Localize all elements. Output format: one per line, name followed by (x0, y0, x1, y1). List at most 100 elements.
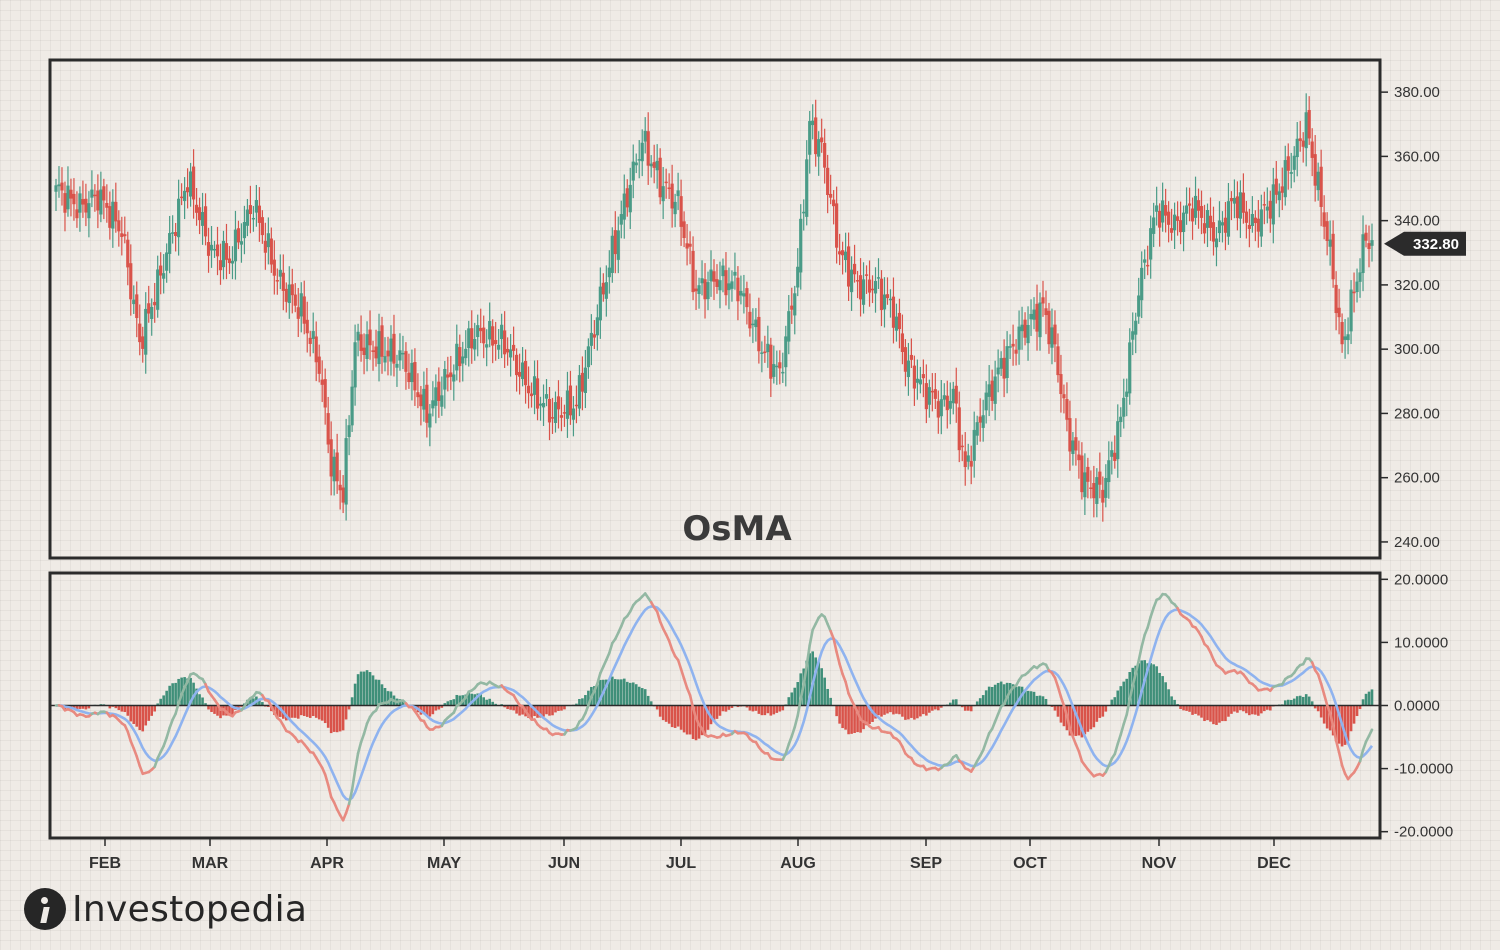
candle (535, 360, 540, 421)
candle-body (1334, 284, 1338, 314)
candle-body (679, 196, 683, 227)
candle-body (1149, 228, 1153, 260)
last-price-tag: 332.80 (1384, 231, 1466, 256)
candle-body (1253, 217, 1257, 224)
macd-line-segment (1068, 727, 1075, 739)
candle (126, 231, 130, 286)
osma-histogram-bar (1346, 705, 1350, 742)
osma-histogram-bar (1322, 705, 1326, 724)
candle (1056, 333, 1060, 383)
osma-histogram-bar (1254, 705, 1257, 715)
candle (999, 351, 1003, 376)
macd-line-segment (153, 756, 159, 769)
candle (476, 314, 480, 357)
candle (661, 167, 665, 220)
candle (921, 359, 925, 398)
candle-body (1217, 220, 1222, 234)
candle (141, 326, 145, 363)
osma-histogram-bar (1197, 705, 1200, 716)
month-label: SEP (910, 855, 942, 872)
candle (969, 445, 973, 485)
macd-line-segment (1316, 673, 1323, 686)
candle-body (66, 185, 70, 210)
candle-body (921, 374, 925, 379)
candle (311, 312, 315, 354)
candle (963, 432, 967, 486)
candle (1340, 313, 1344, 353)
candle (748, 293, 752, 337)
osma-histogram-bar (425, 705, 429, 717)
osma-histogram-bar (790, 692, 794, 706)
candle (138, 304, 142, 356)
osma-histogram-bar (715, 705, 719, 719)
candle-body (1181, 212, 1186, 233)
candle (84, 183, 88, 227)
candle (703, 263, 707, 319)
osma-histogram-bar (449, 700, 453, 706)
candle-body (479, 327, 483, 332)
candle (978, 398, 982, 442)
osma-histogram-bar (1110, 699, 1114, 706)
osma-histogram-bar (503, 705, 506, 708)
candle-body (960, 445, 964, 448)
candle (449, 355, 453, 390)
osma-histogram-bar (213, 705, 216, 714)
osma-histogram-bar (1298, 695, 1302, 706)
candle-body (1116, 421, 1120, 460)
candle-body (1343, 336, 1347, 340)
macd-line-segment (341, 811, 348, 822)
candle (846, 232, 851, 301)
candle-body (422, 388, 426, 410)
candle (233, 210, 238, 280)
osma-histogram-bar (829, 697, 832, 706)
candle-body (1098, 471, 1102, 485)
candle-body (712, 271, 716, 282)
osma-histogram-bar (177, 678, 180, 706)
candle-body (254, 199, 258, 213)
candle-body (1313, 154, 1317, 186)
osma-histogram-bar (147, 705, 151, 721)
osma-histogram-bar (823, 677, 826, 706)
osma-histogram-bar (745, 705, 749, 708)
osma-histogram-bar (323, 705, 327, 724)
candle-body (676, 190, 680, 197)
osma-histogram-bar (365, 670, 369, 706)
candle (1122, 378, 1126, 429)
candle-body (942, 395, 946, 400)
osma-histogram-bar (518, 705, 521, 716)
osma-histogram-bar (1263, 705, 1266, 712)
osma-histogram-bar (575, 703, 578, 706)
month-label: DEC (1257, 855, 1291, 872)
candle-body (374, 346, 378, 359)
candle-body (978, 416, 982, 423)
candle (547, 387, 552, 441)
candle (299, 282, 303, 333)
candle (341, 475, 345, 514)
macd-line-segment (1146, 615, 1152, 629)
candle (102, 178, 106, 220)
candle (1331, 220, 1335, 288)
osma-histogram-bar (637, 686, 641, 706)
candle-body (760, 352, 764, 354)
osma-histogram-bar (84, 705, 88, 710)
candle-body (356, 331, 360, 341)
macd-line-segment (1143, 626, 1149, 637)
osma-histogram-bar (901, 705, 904, 717)
candle-body (1119, 416, 1123, 423)
candle-body (682, 221, 686, 239)
macd-line-segment (356, 740, 363, 755)
macd-line-segment (655, 610, 662, 623)
osma-histogram-bar (820, 668, 823, 706)
candle-body (1322, 212, 1326, 227)
candle (212, 240, 217, 258)
candle (1140, 251, 1144, 319)
candle (257, 187, 261, 242)
candle (682, 211, 686, 248)
osma-histogram-bar (1038, 695, 1042, 706)
macd-line-segment (1128, 684, 1135, 701)
osma-histogram-bar (216, 705, 219, 716)
candle-body (407, 372, 411, 383)
candle (506, 337, 510, 366)
candle-body (344, 438, 348, 505)
candle-body (1352, 291, 1356, 294)
